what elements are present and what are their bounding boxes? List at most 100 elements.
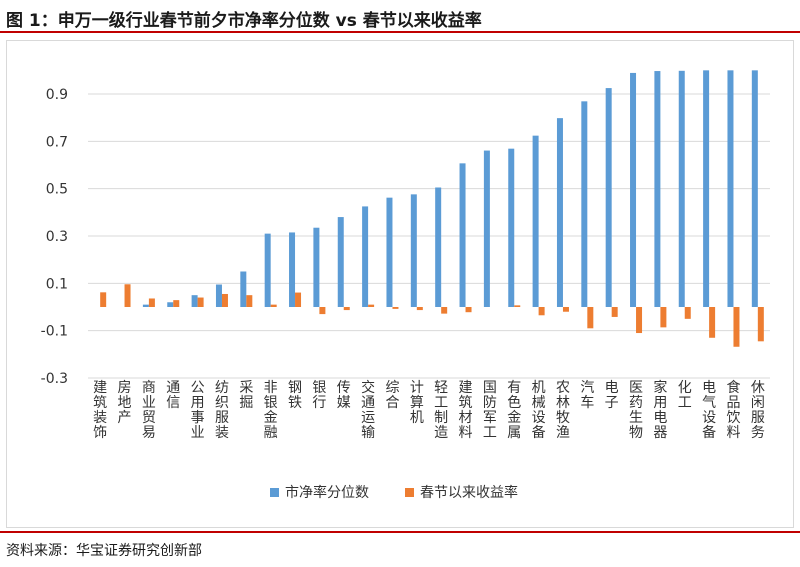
bar-pb-percentile <box>142 304 149 307</box>
y-tick-label: -0.3 <box>41 371 68 387</box>
bar-return <box>343 307 350 311</box>
x-tick-label: 综合 <box>385 380 399 411</box>
y-tick-label: -0.1 <box>41 324 68 340</box>
x-tick-label: 房地产 <box>118 380 132 426</box>
bar-pb-percentile <box>727 70 734 307</box>
x-tick-label: 食品饮料 <box>726 379 740 441</box>
bar-return <box>684 307 691 319</box>
bar-pb-percentile <box>240 271 247 307</box>
x-tick-label: 公用事业 <box>191 380 205 441</box>
bar-return <box>538 307 545 316</box>
bar-pb-percentile <box>483 150 490 307</box>
chart-frame <box>6 40 794 528</box>
bar-pb-percentile <box>386 197 393 307</box>
x-tick-label: 家用电器 <box>653 379 667 441</box>
bar-return <box>416 307 423 311</box>
bar-return <box>757 307 764 342</box>
bar-pb-percentile <box>581 101 588 307</box>
legend-swatch-orange <box>405 487 414 497</box>
x-tick-label: 轻工制造 <box>434 380 448 441</box>
x-tick-label: 医药生物 <box>629 380 643 441</box>
bar-return <box>124 284 131 307</box>
bar-pb-percentile <box>678 70 685 307</box>
x-tick-label: 采掘 <box>239 380 253 411</box>
bar-pb-percentile <box>289 232 296 307</box>
bar-pb-percentile <box>703 70 710 307</box>
bar-return <box>100 292 107 307</box>
bar-pb-percentile <box>654 71 661 307</box>
bar-pb-percentile <box>191 295 198 307</box>
legend: 市净率分位数 春节以来收益率 <box>270 482 518 502</box>
x-tick-label: 国防军工 <box>483 380 497 441</box>
x-tick-label: 化工 <box>678 380 692 411</box>
y-tick-label: 0.3 <box>46 229 68 245</box>
bar-return <box>246 295 253 307</box>
bar-return <box>148 298 155 307</box>
bar-return <box>392 307 399 309</box>
source-note: 资料来源：华宝证券研究创新部 <box>6 543 202 559</box>
bar-pb-percentile <box>751 70 758 307</box>
title-rule <box>0 31 800 33</box>
bar-return <box>587 307 594 329</box>
bar-pb-percentile <box>337 217 344 307</box>
y-tick-label: 0.7 <box>46 134 68 150</box>
x-tick-label: 交通运输 <box>361 379 375 441</box>
x-tick-label: 商业贸易 <box>142 380 156 441</box>
x-tick-label: 有色金属 <box>507 380 521 441</box>
bar-pb-percentile <box>313 227 320 307</box>
x-tick-label: 机械设备 <box>532 380 546 441</box>
bar-pb-percentile <box>508 148 515 307</box>
y-tick-label: 0.1 <box>46 276 68 292</box>
x-tick-label: 通信 <box>166 380 180 411</box>
x-tick-label: 建筑装饰 <box>93 380 107 441</box>
bar-return <box>221 293 228 307</box>
x-tick-label: 电气设备 <box>702 380 716 441</box>
x-tick-label: 休闲服务 <box>751 380 765 441</box>
x-tick-label: 汽车 <box>580 380 594 411</box>
x-tick-label: 农林牧渔 <box>556 380 570 441</box>
bar-return <box>611 307 618 317</box>
bar-return <box>514 305 521 307</box>
bar-return <box>295 292 302 307</box>
x-tick-label: 建筑材料 <box>459 380 473 441</box>
x-tick-label: 计算机 <box>410 380 424 426</box>
bar-pb-percentile <box>410 194 417 307</box>
bar-return <box>636 307 643 334</box>
bar-return <box>197 297 204 307</box>
bar-pb-percentile <box>459 163 466 307</box>
x-tick-label: 传媒 <box>337 380 351 411</box>
bar-return <box>319 307 326 315</box>
legend-swatch-blue <box>270 487 279 497</box>
y-tick-label: 0.9 <box>46 87 68 103</box>
bar-return <box>733 307 740 347</box>
bar-pb-percentile <box>630 72 637 307</box>
bar-return <box>709 307 716 338</box>
x-tick-label: 电子 <box>605 380 619 411</box>
bar-pb-percentile <box>605 88 612 307</box>
x-tick-label: 银行 <box>312 380 326 411</box>
legend-label-pb-percentile: 市净率分位数 <box>285 485 369 501</box>
bar-return <box>270 304 277 307</box>
legend-item-return: 春节以来收益率 <box>405 482 518 502</box>
bar-pb-percentile <box>556 118 563 307</box>
chart-title: 图 1：申万一级行业春节前夕市净率分位数 vs 春节以来收益率 <box>6 11 482 31</box>
legend-item-pb-percentile: 市净率分位数 <box>270 482 369 502</box>
bar-pb-percentile <box>435 187 442 307</box>
bar-pb-percentile <box>532 135 539 307</box>
bar-return <box>465 307 472 313</box>
bar-return <box>562 307 569 312</box>
x-tick-label: 钢铁 <box>288 380 302 411</box>
bar-pb-percentile <box>167 302 174 307</box>
x-tick-label: 纺织服装 <box>215 380 229 441</box>
bar-pb-percentile <box>264 233 271 307</box>
bar-pb-percentile <box>215 284 222 307</box>
bar-pb-percentile <box>362 206 369 307</box>
bar-return <box>660 307 667 328</box>
y-tick-label: 0.5 <box>46 182 68 198</box>
bar-return <box>441 307 448 314</box>
bar-return <box>173 300 180 307</box>
x-tick-label: 非银金融 <box>264 380 278 441</box>
footer-rule <box>0 531 800 533</box>
bar-return <box>368 304 375 307</box>
